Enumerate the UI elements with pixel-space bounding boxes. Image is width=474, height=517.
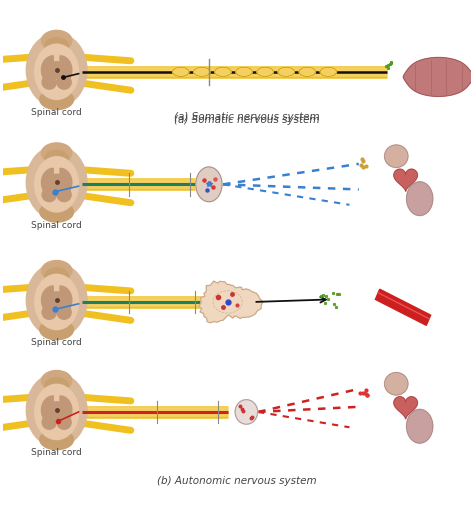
Text: (a) Somatic nervous system: (a) Somatic nervous system	[173, 112, 319, 123]
Polygon shape	[394, 397, 418, 419]
Ellipse shape	[384, 145, 408, 168]
Ellipse shape	[40, 320, 73, 340]
Polygon shape	[42, 396, 53, 424]
Polygon shape	[60, 286, 72, 314]
Ellipse shape	[45, 150, 68, 167]
Ellipse shape	[407, 409, 433, 443]
Text: Spinal cord: Spinal cord	[31, 448, 82, 458]
Text: Spinal cord: Spinal cord	[31, 108, 82, 117]
Ellipse shape	[215, 67, 231, 77]
Ellipse shape	[26, 263, 87, 337]
Ellipse shape	[320, 67, 337, 77]
Ellipse shape	[35, 384, 79, 439]
Ellipse shape	[41, 261, 72, 281]
Polygon shape	[60, 396, 72, 424]
Ellipse shape	[57, 75, 71, 89]
Ellipse shape	[40, 430, 73, 450]
Ellipse shape	[45, 268, 68, 284]
Ellipse shape	[35, 157, 79, 212]
Polygon shape	[394, 169, 418, 191]
Ellipse shape	[42, 188, 56, 202]
Ellipse shape	[26, 146, 87, 219]
Ellipse shape	[41, 31, 72, 51]
Polygon shape	[60, 169, 72, 196]
Ellipse shape	[41, 371, 72, 391]
Ellipse shape	[236, 67, 252, 77]
Ellipse shape	[40, 202, 73, 222]
Ellipse shape	[42, 75, 56, 89]
Ellipse shape	[35, 275, 79, 330]
Ellipse shape	[57, 188, 71, 202]
Ellipse shape	[48, 402, 65, 418]
Ellipse shape	[45, 38, 68, 54]
Text: Spinal cord: Spinal cord	[31, 221, 82, 230]
Ellipse shape	[48, 62, 65, 78]
Polygon shape	[42, 56, 53, 84]
Ellipse shape	[26, 373, 87, 447]
Text: (b) Autonomic nervous system: (b) Autonomic nervous system	[157, 476, 317, 485]
Ellipse shape	[40, 89, 73, 110]
Polygon shape	[42, 169, 53, 196]
Ellipse shape	[35, 44, 79, 99]
Ellipse shape	[57, 305, 71, 320]
Ellipse shape	[48, 292, 65, 309]
Ellipse shape	[45, 378, 68, 394]
Polygon shape	[199, 281, 263, 323]
Polygon shape	[403, 57, 474, 96]
Ellipse shape	[257, 67, 273, 77]
Ellipse shape	[407, 182, 433, 216]
Text: Spinal cord: Spinal cord	[31, 339, 82, 347]
Ellipse shape	[173, 67, 189, 77]
Ellipse shape	[41, 143, 72, 163]
Polygon shape	[60, 56, 72, 84]
Ellipse shape	[299, 67, 316, 77]
Ellipse shape	[194, 67, 210, 77]
Ellipse shape	[48, 174, 65, 191]
Circle shape	[235, 400, 257, 424]
Ellipse shape	[196, 167, 222, 202]
Ellipse shape	[57, 415, 71, 429]
Ellipse shape	[384, 373, 408, 395]
Ellipse shape	[42, 305, 56, 320]
Polygon shape	[375, 289, 431, 325]
Text: (a) Somatic nervous system: (a) Somatic nervous system	[173, 115, 319, 125]
Polygon shape	[42, 286, 53, 314]
Ellipse shape	[278, 67, 294, 77]
Ellipse shape	[42, 415, 56, 429]
Ellipse shape	[26, 33, 87, 107]
